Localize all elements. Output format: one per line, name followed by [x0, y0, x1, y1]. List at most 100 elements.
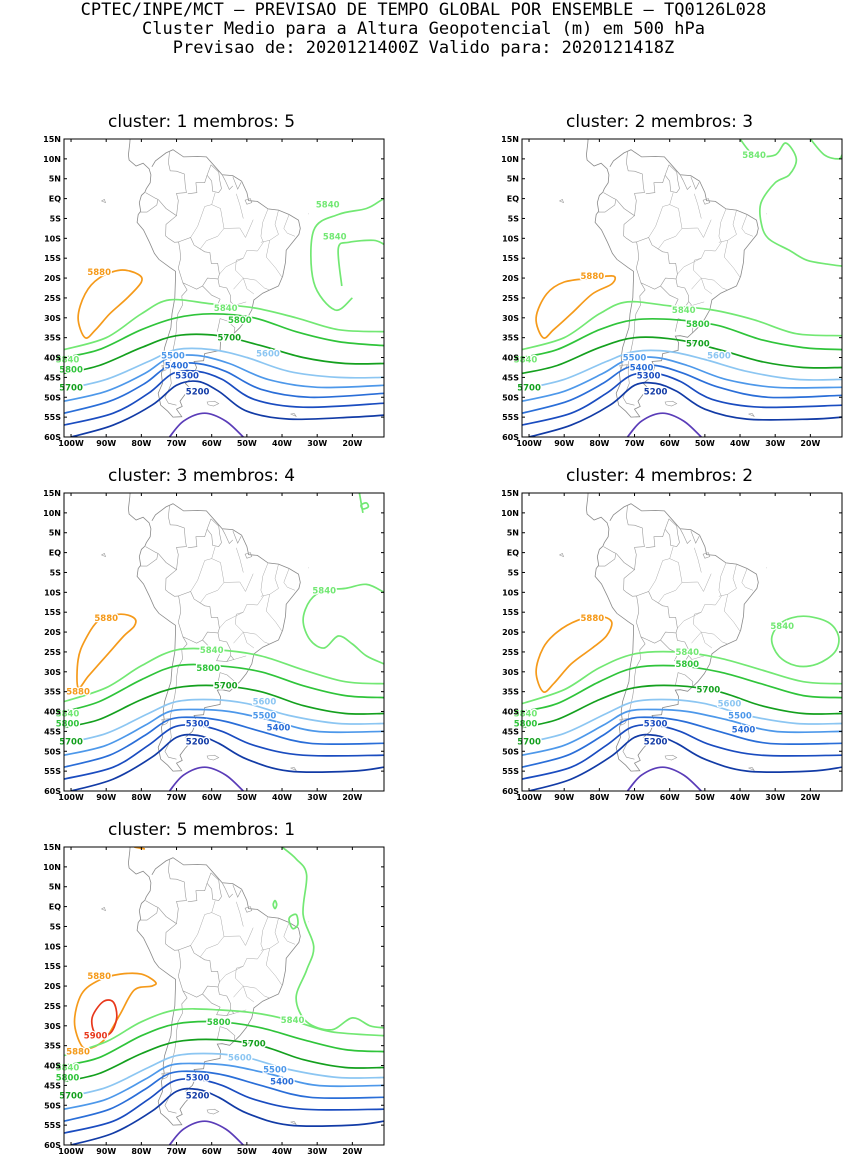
contour-label: 5500: [161, 352, 185, 362]
lat-tick-label: 30S: [44, 1022, 61, 1031]
contour-label: 5200: [644, 737, 668, 747]
contour-5500: [64, 708, 384, 757]
lon-tick-label: 100W: [58, 1147, 84, 1155]
contour-label: 5700: [59, 383, 83, 393]
lat-tick-label: 15S: [502, 254, 519, 263]
lon-tick-label: 50W: [237, 439, 257, 447]
lon-tick-label: 100W: [516, 793, 542, 801]
lat-tick-label: 25S: [502, 294, 519, 303]
map-panel-5: 5880590058805840584058005800570057005600…: [43, 843, 385, 1155]
contour-5600: [522, 698, 842, 745]
lat-tick-label: 35S: [44, 1042, 61, 1051]
contour-5800: [64, 1020, 384, 1067]
lon-tick-label: 60W: [660, 439, 680, 447]
lat-tick-label: 35S: [44, 334, 61, 343]
lon-tick-label: 70W: [167, 793, 187, 801]
contour-5500: [64, 1062, 384, 1111]
lon-tick-label: 20W: [342, 793, 362, 801]
contour-label: 5880: [580, 272, 604, 282]
lat-tick-label: 20S: [44, 274, 61, 283]
lon-tick-label: 90W: [96, 439, 116, 447]
lat-tick-label: 20S: [44, 628, 61, 637]
lat-tick-label: 35S: [502, 688, 519, 697]
contour-label: 5800: [56, 719, 80, 729]
contour-label: 5500: [263, 1066, 287, 1076]
lon-tick-label: 20W: [342, 439, 362, 447]
lon-tick-label: 100W: [58, 793, 84, 801]
contour-label: 5600: [718, 700, 742, 710]
contour-label: 5400: [267, 723, 291, 733]
lon-tick-label: 50W: [695, 793, 715, 801]
lat-tick-label: 60S: [44, 787, 61, 796]
contour-label: 5300: [637, 371, 661, 381]
contour-5200: [70, 733, 384, 791]
contour-label: 5700: [242, 1040, 266, 1050]
contour-label: 5840: [312, 586, 336, 596]
lon-tick-label: 60W: [202, 1147, 222, 1155]
contour-5700: [64, 684, 384, 729]
map-frame: [521, 138, 843, 438]
lat-tick-label: 5N: [507, 175, 519, 184]
contour-label: 5840: [323, 232, 347, 242]
header-line-2: Cluster Medio para a Altura Geopotencial…: [142, 19, 705, 39]
lat-tick-label: 10N: [501, 155, 519, 164]
lon-tick-label: 80W: [589, 793, 609, 801]
coastline-and-borders: [100, 139, 309, 418]
contour-5700: [64, 333, 384, 375]
contour-5100: [168, 412, 244, 437]
lat-tick-label: 5N: [49, 175, 61, 184]
contour-label: 5500: [253, 712, 277, 722]
contour-label: 5700: [59, 737, 83, 747]
contour-label: 5600: [228, 1054, 252, 1064]
lat-tick-label: 20S: [44, 982, 61, 991]
lat-tick-label: 25S: [44, 294, 61, 303]
lat-tick-label: 50S: [44, 393, 61, 402]
map-frame: [63, 492, 385, 792]
lat-tick-label: 15S: [44, 254, 61, 263]
lat-tick-label: 55S: [502, 767, 519, 776]
lat-tick-label: 40S: [44, 354, 61, 363]
contour-5100: [626, 412, 702, 437]
contour-label: 5880: [66, 1048, 90, 1058]
lon-tick-label: 80W: [131, 793, 151, 801]
contour-5100: [168, 766, 244, 791]
contour-label: 5840: [56, 356, 80, 366]
lat-tick-label: 25S: [44, 1002, 61, 1011]
contour-label: 5500: [623, 354, 647, 364]
contour-label: 5200: [186, 1091, 210, 1101]
contour-5840: [522, 300, 842, 351]
lat-tick-label: 45S: [44, 727, 61, 736]
map-panel-4: 5880584058405840580058005700570056005500…: [501, 489, 843, 801]
contour-label: 5840: [214, 304, 238, 314]
contour-label: 5700: [59, 1091, 83, 1101]
lat-tick-label: 60S: [502, 787, 519, 796]
contour-label: 5600: [707, 352, 731, 362]
coastline-and-borders: [100, 493, 309, 772]
contour-5840: [360, 502, 370, 510]
lat-tick-label: 45S: [502, 373, 519, 382]
contour-5900: [90, 999, 118, 1037]
lat-tick-label: 50S: [502, 393, 519, 402]
lon-tick-label: 40W: [272, 1147, 292, 1155]
lat-tick-label: 50S: [44, 747, 61, 756]
panel-1-title: cluster: 1 membros: 5: [108, 112, 296, 132]
map-frame: [63, 138, 385, 438]
lat-tick-label: 60S: [44, 433, 61, 442]
contour-5840: [281, 847, 384, 1031]
lon-tick-label: 90W: [554, 793, 574, 801]
lon-tick-label: 50W: [695, 439, 715, 447]
contour-5100: [626, 766, 702, 791]
lat-tick-label: 5S: [50, 568, 62, 577]
lat-tick-label: EQ: [507, 195, 519, 204]
contour-5840: [358, 493, 364, 514]
contour-label: 5800: [228, 316, 252, 326]
lon-tick-label: 20W: [800, 439, 820, 447]
lon-tick-label: 90W: [96, 793, 116, 801]
contour-label: 5300: [644, 719, 668, 729]
lat-tick-label: 40S: [502, 354, 519, 363]
lat-tick-label: 10S: [502, 588, 519, 597]
contour-label: 5800: [59, 365, 83, 375]
map-frame: [63, 846, 385, 1146]
contour-5600: [522, 349, 842, 391]
lat-tick-label: 50S: [44, 1101, 61, 1110]
